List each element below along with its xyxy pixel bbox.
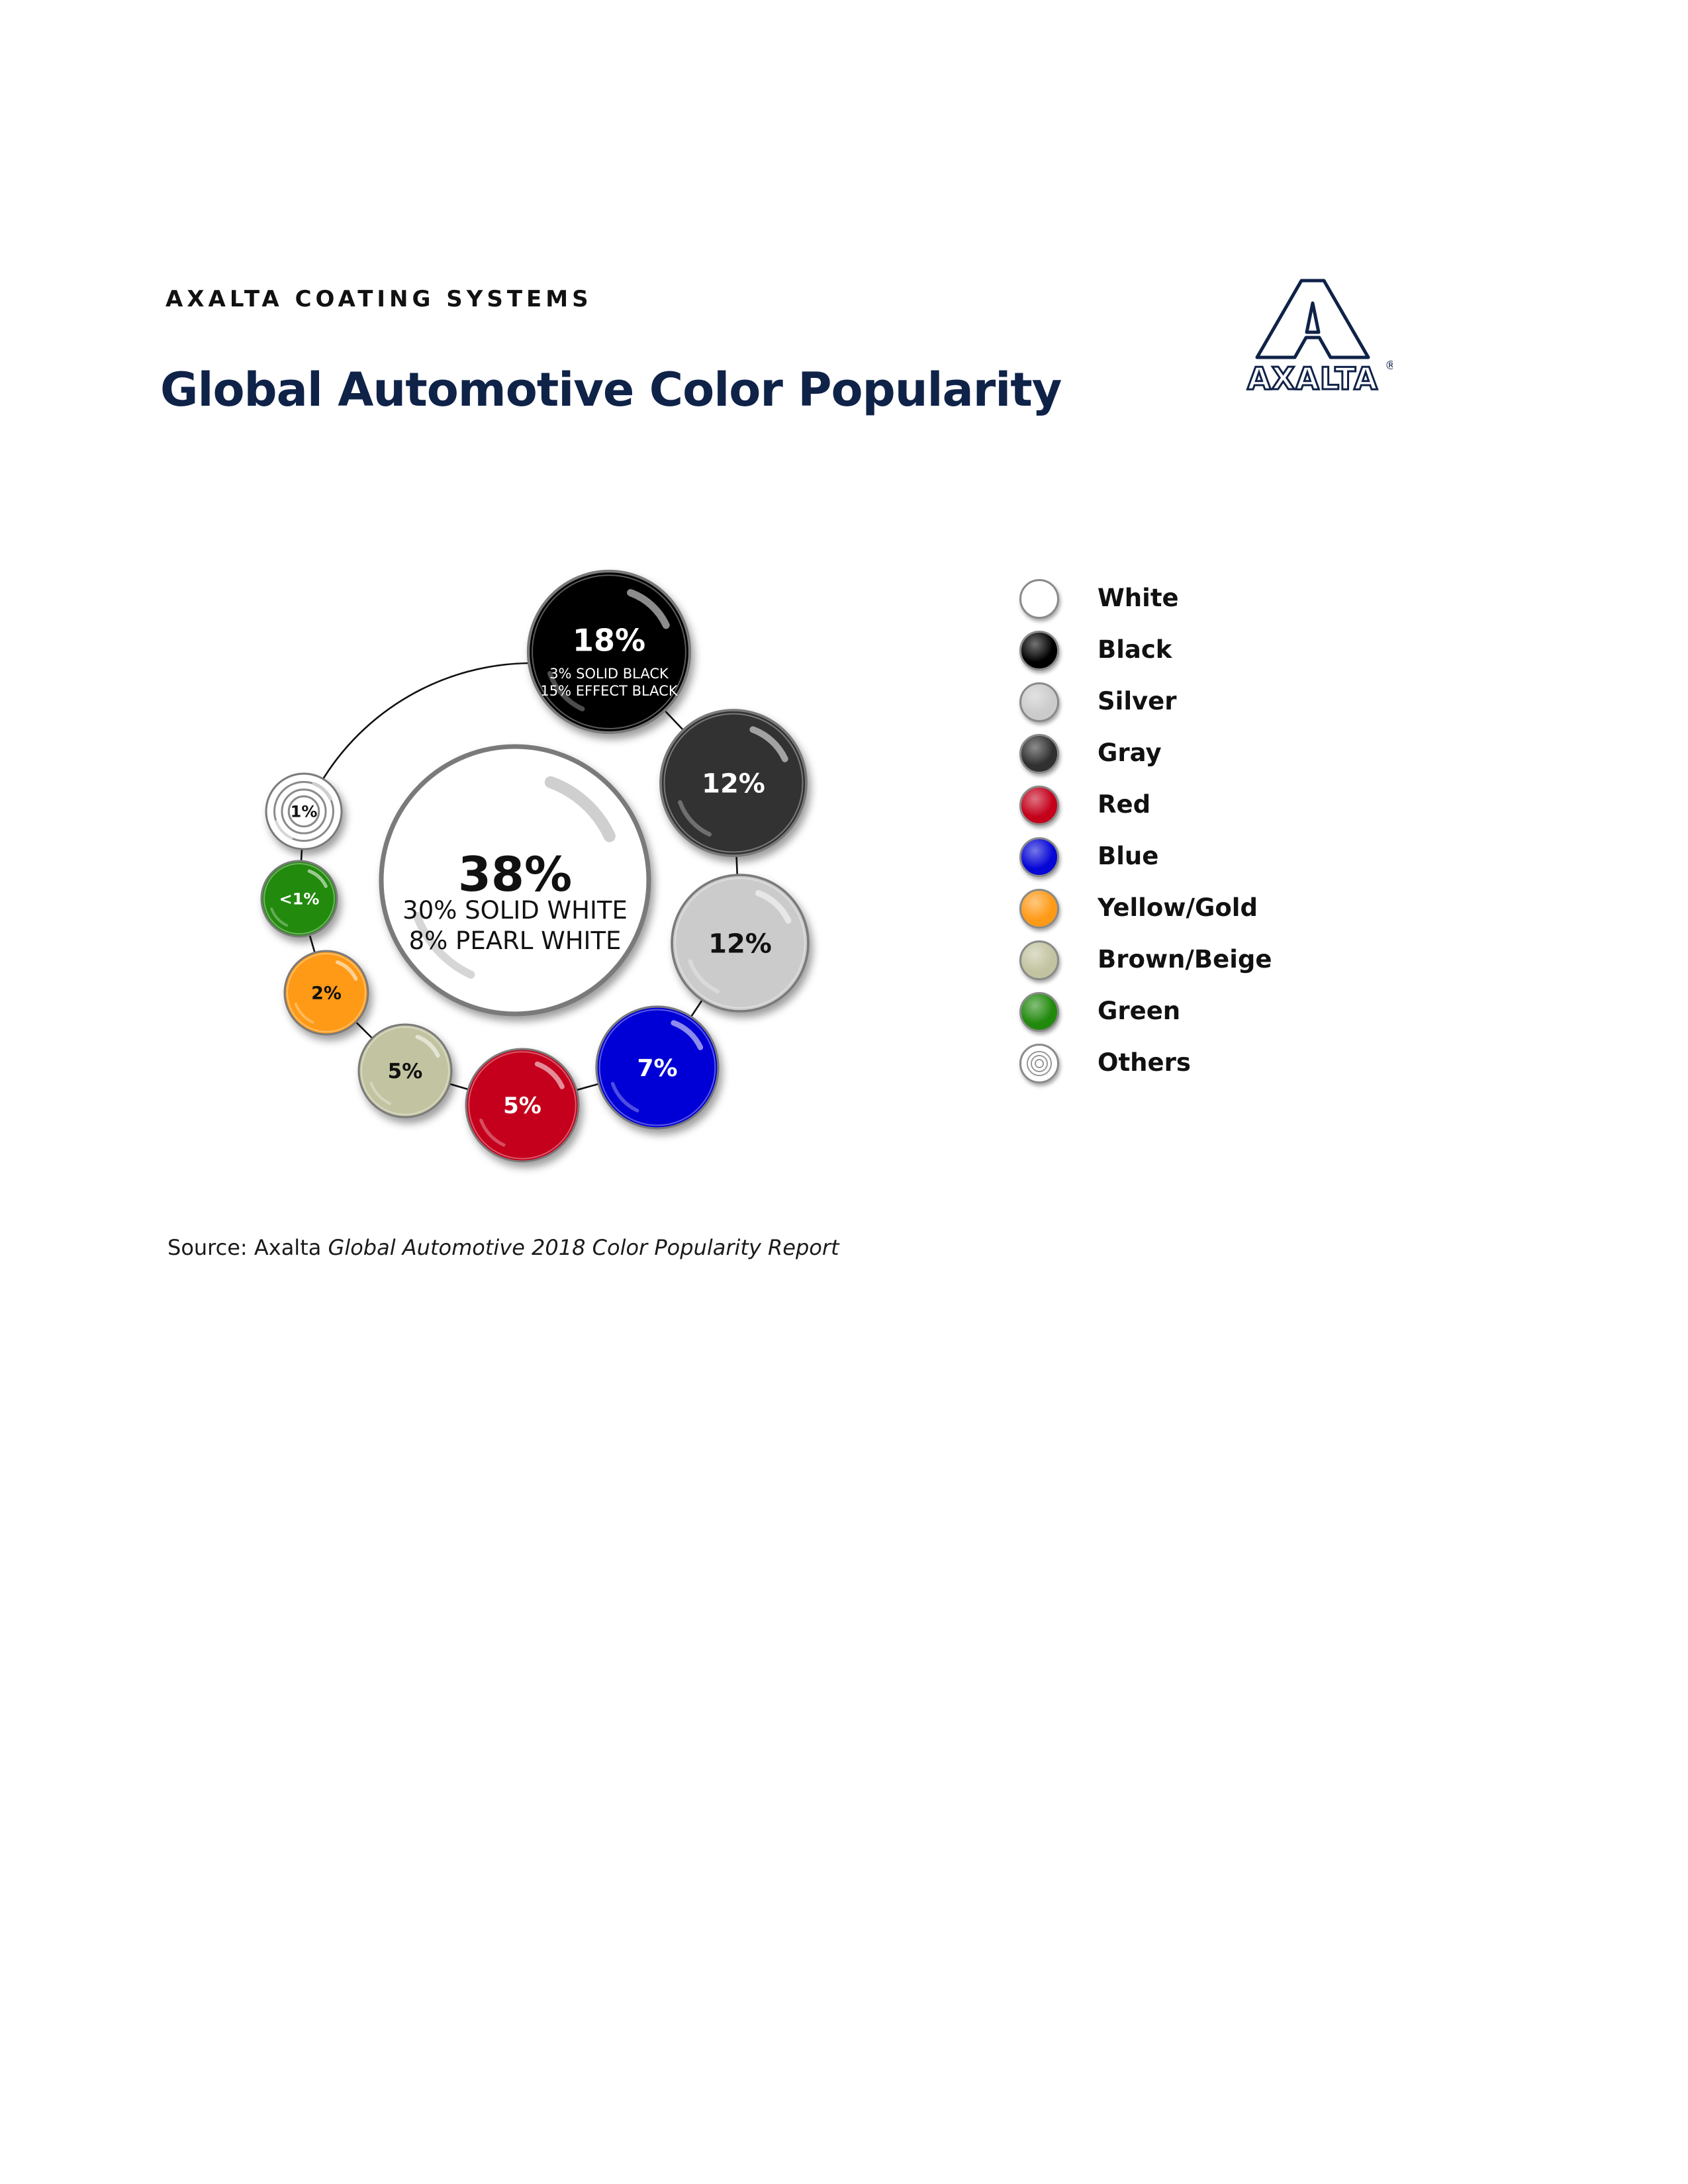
bubble-others-mark [265,772,343,850]
bubble-blue-mark [595,1005,720,1130]
bubble-green: <1% [260,860,338,938]
legend-swatch-brown-beige [1019,940,1059,980]
axalta-logo: AXALTA ® [1246,279,1393,397]
legend-label-yellow-gold: Yellow/Gold [1098,893,1258,922]
source-note: Source: Axalta Global Automotive 2018 Co… [167,1235,839,1260]
legend-swatch-white [1019,579,1059,619]
bubble-silver-mark [671,874,810,1013]
bubble-silver: 12% [671,874,810,1013]
bubble-black-sublabel: 15% EFFECT BLACK [540,683,678,699]
legend-label-gray: Gray [1098,739,1162,767]
bubble-brown-beige: 5% [357,1023,453,1118]
bubble-white-sublabel: 30% SOLID WHITE [402,896,628,925]
bubble-red-mark [465,1048,580,1163]
axalta-logo-mark [1255,279,1370,359]
legend-label-silver: Silver [1098,687,1177,715]
logo-registered-mark: ® [1385,359,1393,373]
bubble-red-label: 5% [503,1093,541,1119]
legend-swatch-silver [1019,682,1059,722]
legend-swatch-blue [1019,837,1059,877]
bubble-yellow-gold-mark [283,950,369,1036]
bubble-others-label: 1% [291,803,318,821]
bubble-black-mark [526,569,692,735]
legend-label-blue: Blue [1098,842,1159,870]
legend-swatch-others [1019,1044,1059,1083]
legend-label-brown-beige: Brown/Beige [1098,945,1272,974]
bubble-black-sublabel: 3% SOLID BLACK [549,666,669,682]
bubble-gray: 12% [659,709,808,857]
legend-swatch-black [1019,631,1059,670]
legend-swatch-red [1019,786,1059,825]
legend-label-white: White [1098,584,1179,612]
legend-swatch-green [1019,992,1059,1032]
bubble-blue: 7% [595,1005,720,1130]
legend-swatch-gray [1019,734,1059,774]
legend-label-green: Green [1098,997,1181,1025]
logo-wordmark: AXALTA [1247,361,1378,396]
bubble-yellow-gold-label: 2% [311,983,342,1004]
bubble-silver-label: 12% [708,929,772,959]
bubble-others: 1% [265,772,343,850]
connector-arc [320,662,529,783]
bubble-brown-beige-label: 5% [388,1060,423,1083]
bubble-white-mark [379,744,651,1017]
source-title: Global Automotive 2018 Color Popularity … [328,1235,839,1260]
bubble-brown-beige-mark [357,1023,453,1118]
bubble-gray-label: 12% [702,768,765,799]
bubble-yellow-gold: 2% [283,950,369,1036]
bubble-red: 5% [465,1048,580,1163]
bubble-green-label: <1% [279,890,320,909]
kicker: AXALTA COATING SYSTEMS [165,286,592,312]
bubble-gray-mark [659,709,808,857]
bubble-white-label: 38% [458,846,572,902]
bubble-blue-label: 7% [637,1055,677,1082]
legend-label-red: Red [1098,790,1151,819]
bubble-white-sublabel: 8% PEARL WHITE [409,927,622,955]
legend-label-black: Black [1098,635,1172,664]
page-title: Global Automotive Color Popularity [160,363,1062,417]
source-prefix: Source: Axalta [167,1235,328,1260]
legend-label-others: Others [1098,1048,1191,1077]
bubble-green-mark [260,860,338,938]
bubble-black-label: 18% [573,623,645,659]
legend-swatch-yellow-gold [1019,889,1059,929]
